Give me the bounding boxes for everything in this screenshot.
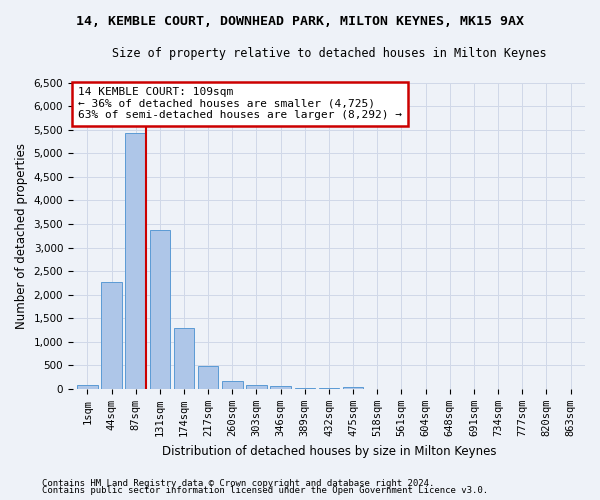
Y-axis label: Number of detached properties: Number of detached properties <box>15 142 28 328</box>
Bar <box>343 386 364 389</box>
Bar <box>319 388 339 389</box>
Bar <box>101 282 122 389</box>
Title: Size of property relative to detached houses in Milton Keynes: Size of property relative to detached ho… <box>112 48 546 60</box>
Bar <box>198 366 218 389</box>
Bar <box>271 386 291 389</box>
Text: 14 KEMBLE COURT: 109sqm
← 36% of detached houses are smaller (4,725)
63% of semi: 14 KEMBLE COURT: 109sqm ← 36% of detache… <box>78 87 402 120</box>
Bar <box>77 386 98 389</box>
Bar <box>174 328 194 389</box>
Bar <box>149 230 170 389</box>
Bar <box>222 381 242 389</box>
Bar <box>246 385 267 389</box>
Text: Contains HM Land Registry data © Crown copyright and database right 2024.: Contains HM Land Registry data © Crown c… <box>42 478 434 488</box>
Bar <box>295 388 315 389</box>
X-axis label: Distribution of detached houses by size in Milton Keynes: Distribution of detached houses by size … <box>162 444 496 458</box>
Text: Contains public sector information licensed under the Open Government Licence v3: Contains public sector information licen… <box>42 486 488 495</box>
Bar <box>125 133 146 389</box>
Text: 14, KEMBLE COURT, DOWNHEAD PARK, MILTON KEYNES, MK15 9AX: 14, KEMBLE COURT, DOWNHEAD PARK, MILTON … <box>76 15 524 28</box>
